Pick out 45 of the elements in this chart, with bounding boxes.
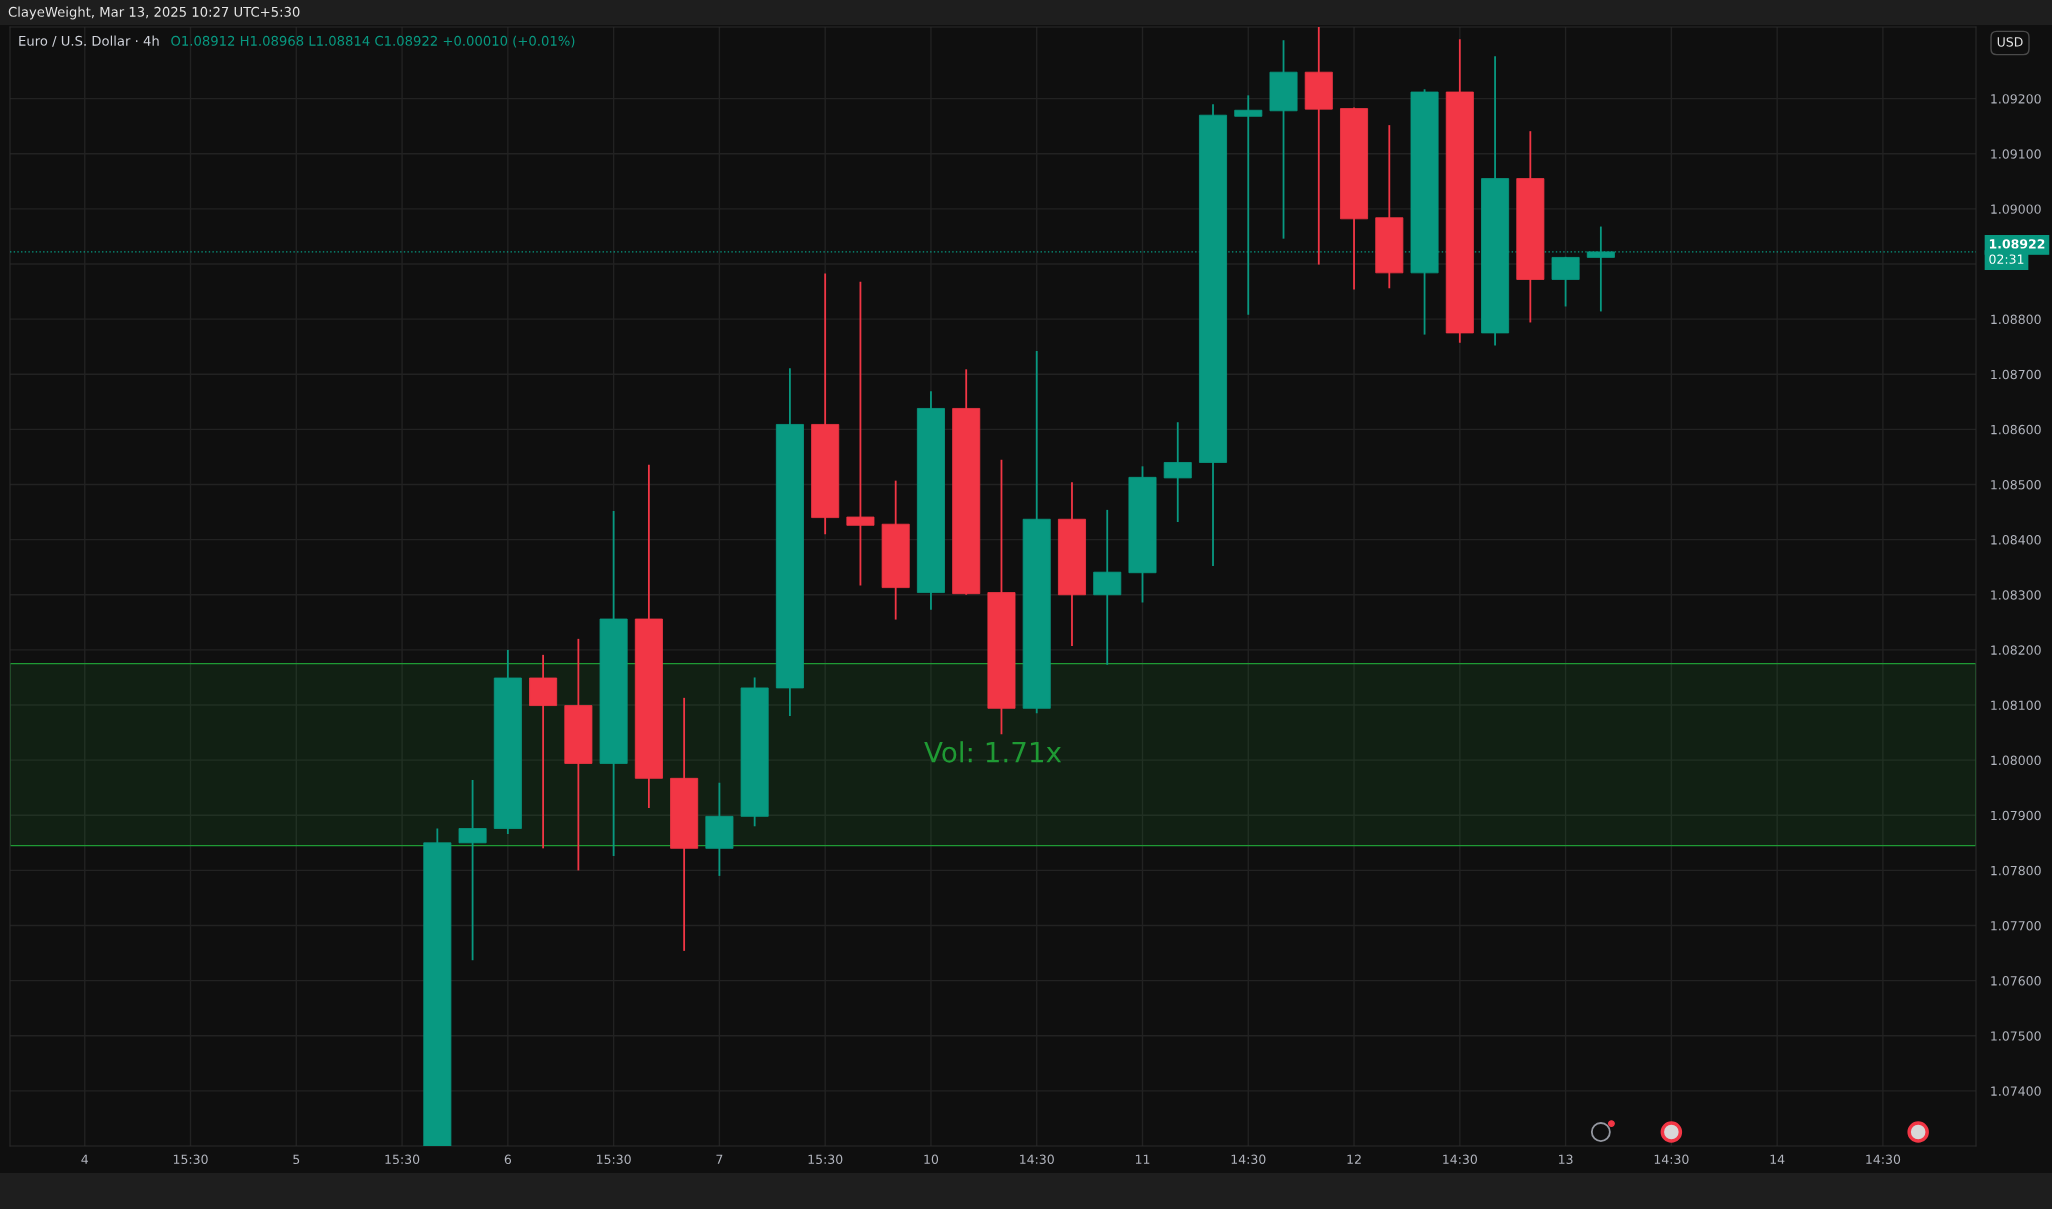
y-tick-label: 1.08000 bbox=[1991, 755, 2041, 766]
band-label: Vol: 1.71x bbox=[924, 741, 1062, 763]
y-tick-label: 1.07800 bbox=[1991, 865, 2041, 876]
y-tick-label: 1.07500 bbox=[1991, 1031, 2041, 1041]
x-tick-label: 12 bbox=[1347, 1154, 1361, 1164]
candlestick bbox=[846, 280, 875, 587]
text: ClayeWeight, Mar 13, 2025 10:27 UTC+5:30 bbox=[8, 6, 300, 20]
x-tick-label: 11 bbox=[1135, 1154, 1150, 1164]
y-tick-label: 1.08200 bbox=[1991, 645, 2041, 655]
text: 02:31 bbox=[1989, 254, 2024, 264]
x-tick-label: 10 bbox=[924, 1154, 939, 1165]
x-tick-label: 15:30 bbox=[808, 1154, 843, 1165]
x-tick-label: 5 bbox=[293, 1154, 300, 1165]
x-tick-label: 13 bbox=[1559, 1154, 1573, 1165]
annotation: O1.08912 H1.08968 L1.08814 C1.08922 +0.00010 (+0.01%) bbox=[171, 35, 575, 48]
text: Euro / U.S. Dollar · 4h bbox=[19, 35, 159, 47]
ref-line-label: 1.08922 bbox=[1989, 239, 2045, 249]
y-tick-label: 1.07900 bbox=[1991, 810, 2041, 821]
y-tick-label: 1.08800 bbox=[1991, 314, 2041, 325]
x-tick-label: 7 bbox=[716, 1154, 723, 1164]
x-tick-label: 4 bbox=[81, 1154, 89, 1164]
y-tick-label: 1.08400 bbox=[1991, 535, 2041, 545]
y-tick-label: 1.08600 bbox=[1991, 424, 2041, 435]
x-tick-label: 6 bbox=[504, 1154, 512, 1165]
y-tick-label: 1.08100 bbox=[1991, 700, 2041, 710]
x-tick-label: 14:30 bbox=[1866, 1154, 1901, 1165]
y-tick-label: 1.07700 bbox=[1991, 920, 2041, 931]
x-tick-label: 14 bbox=[1770, 1154, 1785, 1164]
text: USD bbox=[1997, 37, 2023, 47]
y-tick-label: 1.09000 bbox=[1991, 204, 2041, 214]
x-tick-label: 14:30 bbox=[1654, 1154, 1689, 1165]
y-tick-label: 1.07600 bbox=[1991, 976, 2041, 986]
y-tick-label: 1.08700 bbox=[1991, 369, 2041, 380]
y-tick-label: 1.08300 bbox=[1991, 590, 2041, 600]
x-tick-label: 15:30 bbox=[173, 1154, 208, 1165]
x-tick-label: 14:30 bbox=[1020, 1154, 1054, 1165]
y-tick-label: 1.09200 bbox=[1991, 94, 2041, 104]
y-tick-label: 1.09100 bbox=[1991, 149, 2041, 159]
y-tick-label: 1.08500 bbox=[1991, 479, 2041, 490]
x-tick-label: 14:30 bbox=[1443, 1154, 1477, 1165]
x-tick-label: 15:30 bbox=[385, 1154, 420, 1165]
x-tick-label: 15:30 bbox=[596, 1154, 631, 1165]
candlestick bbox=[458, 779, 487, 962]
x-tick-label: 14:30 bbox=[1231, 1154, 1266, 1165]
y-tick-label: 1.07400 bbox=[1991, 1086, 2041, 1096]
